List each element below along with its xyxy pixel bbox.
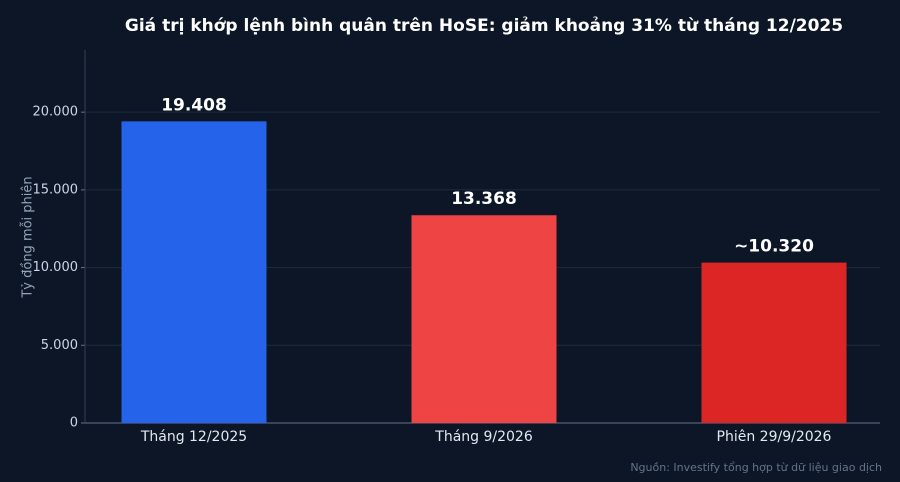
y-tick-label: 0	[70, 416, 78, 431]
y-tick-label: 20.000	[33, 105, 79, 120]
x-tick-label: Phiên 29/9/2026	[717, 429, 832, 445]
bar	[411, 215, 557, 423]
value-label: 19.408	[161, 95, 227, 115]
chart-title: Giá trị khớp lệnh bình quân trên HoSE: g…	[125, 16, 843, 36]
y-tick-label: 10.000	[33, 260, 79, 275]
x-tick-label: Tháng 9/2026	[434, 429, 533, 445]
bar	[701, 262, 847, 423]
y-tick-label: 15.000	[33, 182, 79, 197]
y-tick-label: 5.000	[41, 338, 78, 353]
bar	[121, 121, 267, 423]
value-label: ~10.320	[734, 237, 814, 257]
y-axis-label: Tỷ đồng mỗi phiên	[21, 176, 36, 298]
x-tick-label: Tháng 12/2025	[140, 429, 247, 445]
value-label: 13.368	[451, 189, 517, 209]
source-note: Nguồn: Investify tổng hợp từ dữ liệu gia…	[630, 461, 882, 474]
